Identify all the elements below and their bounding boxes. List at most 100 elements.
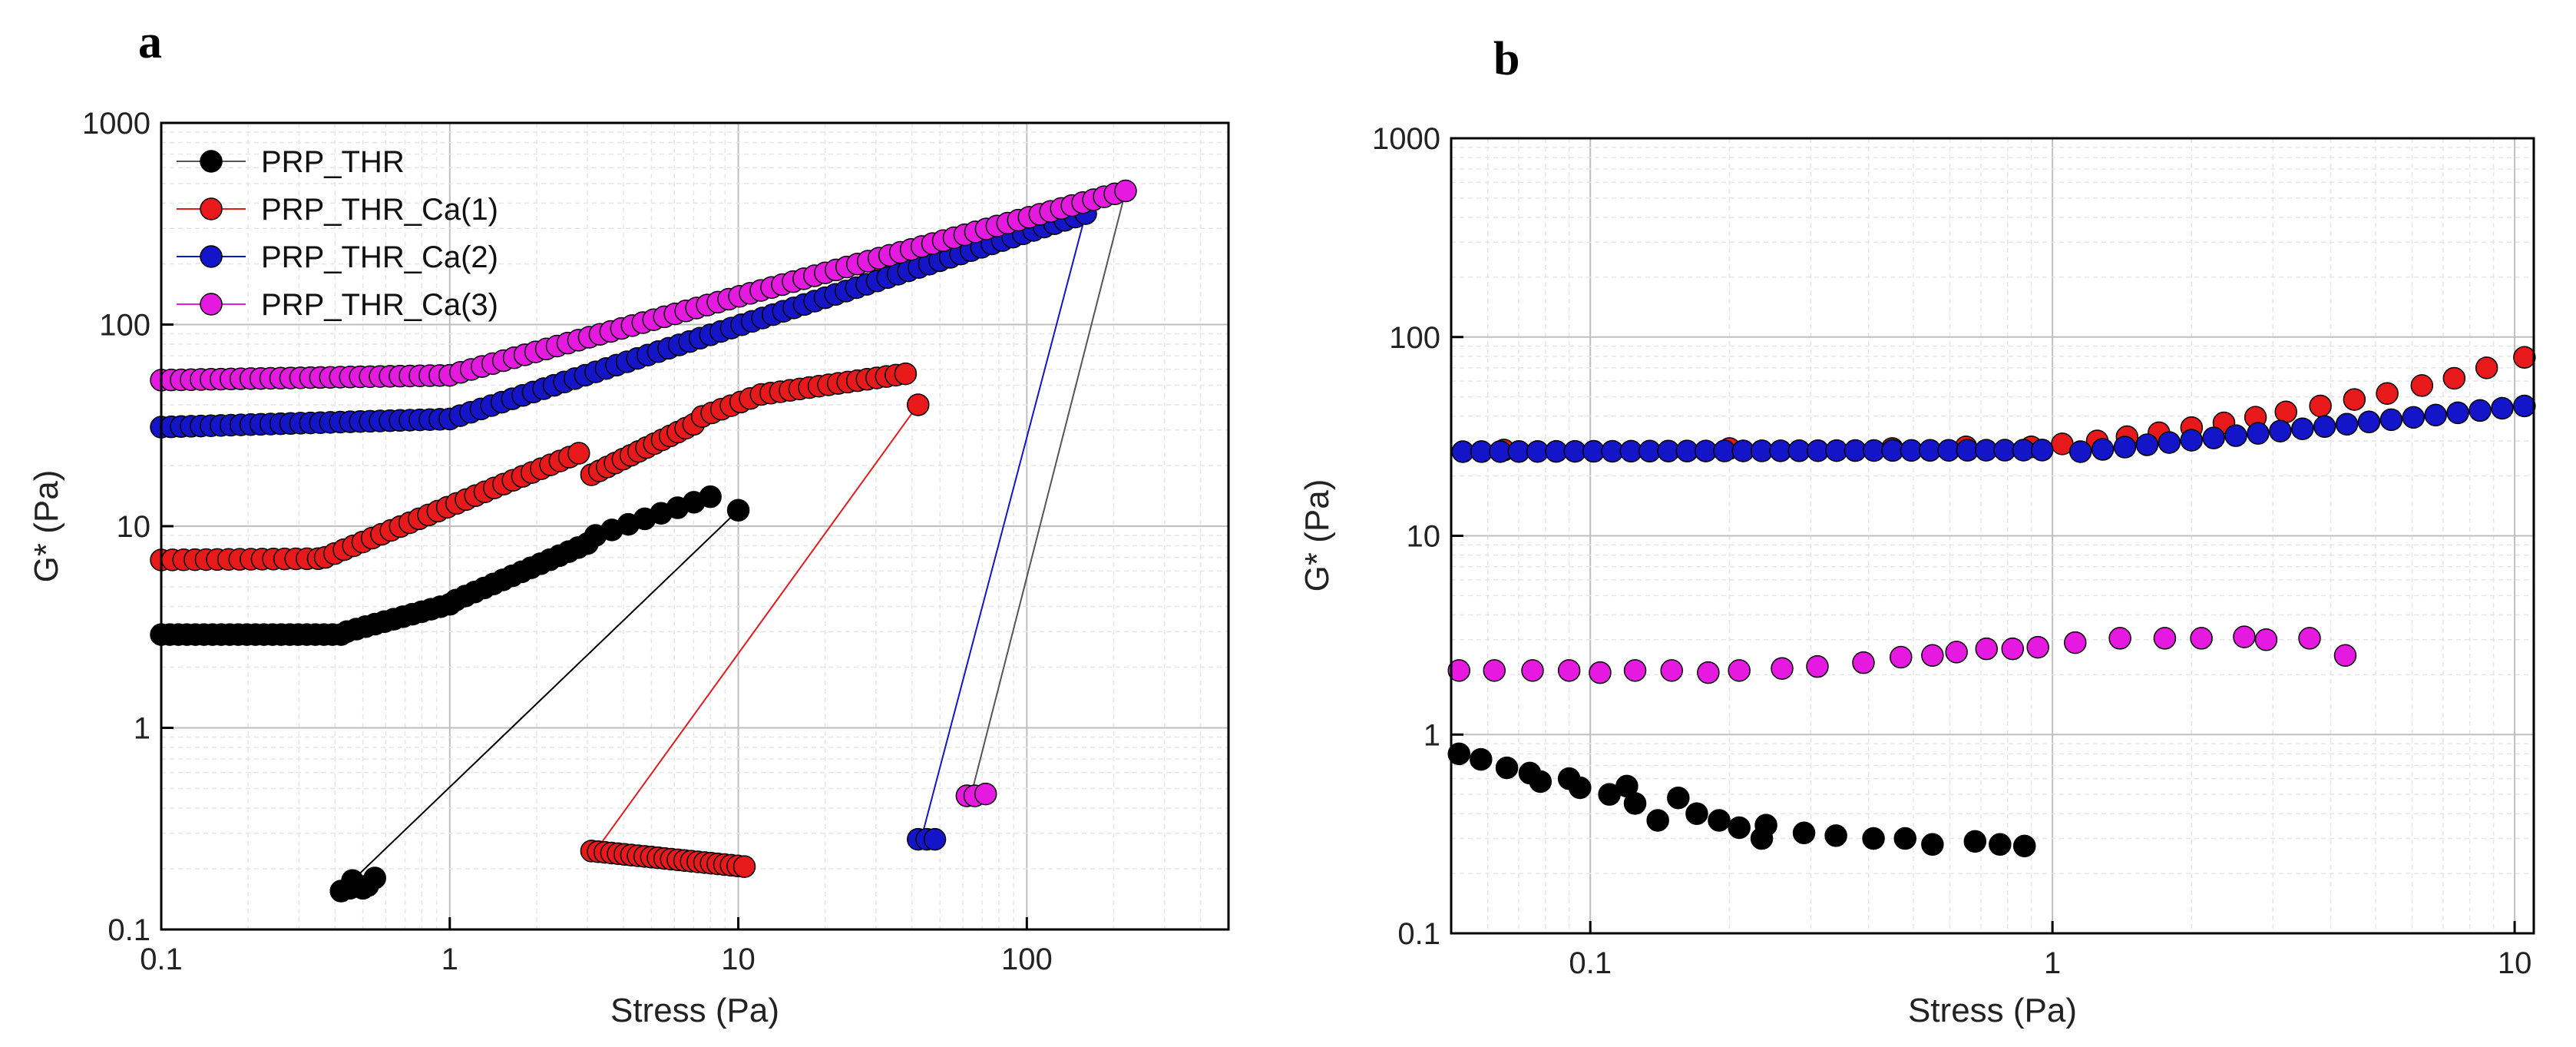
- panel-a-series: [150, 179, 1137, 903]
- panel-b-x-axis-label: Stress (Pa): [1908, 992, 2077, 1029]
- data-point: [2113, 436, 2137, 459]
- data-point: [1975, 637, 1999, 661]
- data-point: [2298, 627, 2321, 650]
- panel-b-y-axis-label: G* (Pa): [1298, 479, 1336, 592]
- data-point: [2233, 625, 2256, 648]
- data-point: [2254, 628, 2278, 651]
- data-point: [1989, 833, 2012, 856]
- series-prp-thr-ca-3: [1447, 625, 2357, 684]
- data-point: [1569, 776, 1592, 800]
- data-point: [2379, 408, 2403, 432]
- panel-a-ticks: 0.1 1 10 100 0.1 1 10 100 1000: [82, 107, 1053, 976]
- series-prp-thr-ca-1: [150, 362, 930, 878]
- data-point: [2153, 627, 2177, 650]
- y-tick-label-10: 10: [1407, 520, 1441, 554]
- panel-a-connectors: [352, 191, 1126, 881]
- y-tick-label-1000: 1000: [1372, 122, 1440, 156]
- data-point: [1529, 770, 1552, 794]
- data-point: [1114, 179, 1137, 203]
- y-tick-label-1: 1: [134, 712, 150, 746]
- data-point: [2001, 637, 2025, 661]
- data-point: [2469, 399, 2492, 422]
- y-tick-label-1: 1: [1424, 718, 1440, 752]
- data-point: [1792, 821, 1816, 845]
- legend-label-prp-thr-ca-3: PRP_THR_Ca(3): [261, 288, 498, 322]
- data-point: [2513, 394, 2536, 418]
- data-point: [2446, 401, 2469, 425]
- data-point: [2026, 635, 2049, 659]
- data-point: [974, 782, 997, 806]
- data-point: [1521, 659, 1544, 682]
- data-point: [699, 485, 722, 509]
- data-point: [1685, 802, 1708, 825]
- data-point: [2091, 438, 2115, 461]
- data-point: [2402, 406, 2426, 429]
- data-point: [1470, 747, 1493, 771]
- data-point: [1557, 659, 1581, 682]
- data-point: [1945, 641, 1968, 664]
- series-prp-thr-ca-2: [150, 202, 1097, 851]
- y-tick-label-0-1: 0.1: [107, 913, 150, 947]
- data-point: [2202, 426, 2225, 449]
- panel-b-chart: b 0.1 1 10 0.1 1 10 100 1000 Stress (Pa) G* (Pa…: [1298, 33, 2536, 1029]
- data-point: [2135, 433, 2159, 456]
- data-point: [2108, 627, 2131, 650]
- data-point: [732, 855, 756, 878]
- data-point: [1623, 792, 1647, 815]
- legend-marker-prp-thr-ca-1: [200, 197, 223, 220]
- data-point: [363, 866, 386, 890]
- data-point: [1623, 659, 1647, 682]
- x-tick-label-1: 1: [441, 943, 458, 976]
- series-prp-thr: [150, 485, 750, 903]
- data-point: [2376, 382, 2399, 405]
- data-point: [1483, 659, 1506, 682]
- data-point: [2343, 388, 2366, 411]
- data-point: [1754, 813, 1777, 837]
- x-tick-label-1: 1: [2044, 946, 2061, 980]
- y-tick-label-100: 100: [1389, 321, 1440, 355]
- data-point: [907, 393, 930, 416]
- y-tick-label-0-1: 0.1: [1397, 917, 1440, 951]
- data-point: [567, 442, 590, 465]
- data-point: [2424, 403, 2447, 427]
- panel-b-ticks: 0.1 1 10 0.1 1 10 100 1000: [1372, 122, 2531, 980]
- y-tick-label-1000: 1000: [82, 107, 150, 141]
- data-point: [2012, 834, 2036, 858]
- panel-a-letter: a: [138, 16, 162, 68]
- data-point: [2274, 400, 2297, 423]
- legend-marker-prp-thr-ca-2: [200, 245, 223, 268]
- data-point: [2513, 346, 2536, 369]
- panel-a-x-axis-label: Stress (Pa): [610, 992, 779, 1029]
- data-point: [1646, 809, 1669, 832]
- data-point: [1708, 809, 1731, 832]
- panel-b-letter: b: [1493, 33, 1519, 85]
- data-point: [1852, 651, 1875, 674]
- data-point: [2291, 417, 2314, 440]
- data-point: [1447, 659, 1471, 682]
- x-tick-label-100: 100: [1001, 943, 1053, 976]
- legend-marker-prp-thr-ca-3: [200, 293, 223, 316]
- connector-line-3: [920, 213, 1087, 840]
- data-point: [1589, 661, 1612, 684]
- legend-label-prp-thr-ca-2: PRP_THR_Ca(2): [261, 240, 498, 274]
- data-point: [1963, 830, 1987, 853]
- y-tick-label-10: 10: [117, 510, 151, 544]
- data-point: [2224, 424, 2247, 447]
- data-point: [726, 499, 750, 522]
- data-point: [2068, 440, 2092, 463]
- legend-label-prp-thr: PRP_THR: [261, 145, 405, 179]
- x-tick-label-10: 10: [2498, 946, 2532, 980]
- data-point: [1921, 644, 1944, 668]
- data-point: [2335, 413, 2359, 436]
- data-point: [2491, 396, 2514, 420]
- y-tick-label-100: 100: [99, 309, 150, 343]
- data-point: [1660, 659, 1683, 682]
- connector-line-1: [352, 509, 739, 881]
- data-point: [1728, 816, 1751, 840]
- panel-a-legend: PRP_THR PRP_THR_Ca(1) PRP_THR_Ca(2) PRP_THR…: [177, 145, 498, 322]
- data-point: [1771, 657, 1794, 680]
- data-point: [2309, 394, 2332, 418]
- x-tick-label-10: 10: [721, 943, 756, 976]
- data-point: [2030, 439, 2054, 462]
- series-prp-thr-ca-3: [150, 179, 1137, 807]
